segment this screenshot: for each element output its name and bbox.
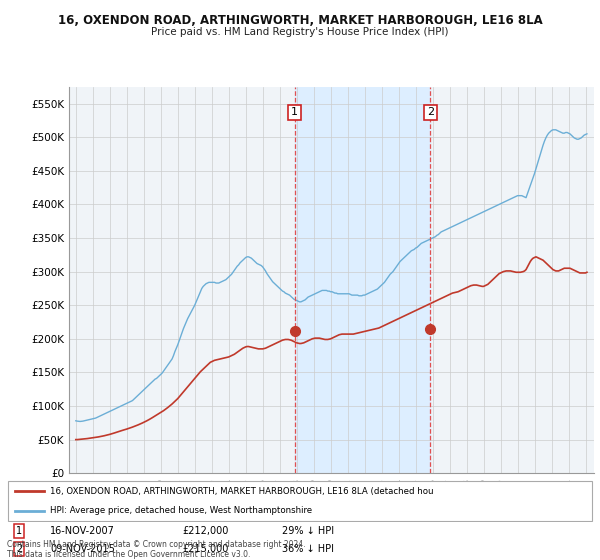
Text: 1: 1 — [16, 526, 22, 536]
Text: Contains HM Land Registry data © Crown copyright and database right 2024.
This d: Contains HM Land Registry data © Crown c… — [7, 540, 306, 559]
Text: HPI: Average price, detached house, West Northamptonshire: HPI: Average price, detached house, West… — [50, 506, 312, 515]
Text: 16-NOV-2007: 16-NOV-2007 — [50, 526, 115, 536]
Text: 1: 1 — [291, 108, 298, 118]
Bar — [295, 87, 430, 473]
Text: 16, OXENDON ROAD, ARTHINGWORTH, MARKET HARBOROUGH, LE16 8LA (detached hou: 16, OXENDON ROAD, ARTHINGWORTH, MARKET H… — [50, 487, 434, 496]
Text: 16, OXENDON ROAD, ARTHINGWORTH, MARKET HARBOROUGH, LE16 8LA: 16, OXENDON ROAD, ARTHINGWORTH, MARKET H… — [58, 14, 542, 27]
Text: 29% ↓ HPI: 29% ↓ HPI — [283, 526, 334, 536]
Text: 2: 2 — [16, 544, 22, 554]
Text: 2: 2 — [427, 108, 434, 118]
Text: £212,000: £212,000 — [182, 526, 229, 536]
Text: Price paid vs. HM Land Registry's House Price Index (HPI): Price paid vs. HM Land Registry's House … — [151, 27, 449, 37]
Text: 09-NOV-2015: 09-NOV-2015 — [50, 544, 115, 554]
Text: 36% ↓ HPI: 36% ↓ HPI — [283, 544, 334, 554]
Text: £215,000: £215,000 — [182, 544, 229, 554]
FancyBboxPatch shape — [8, 481, 592, 521]
